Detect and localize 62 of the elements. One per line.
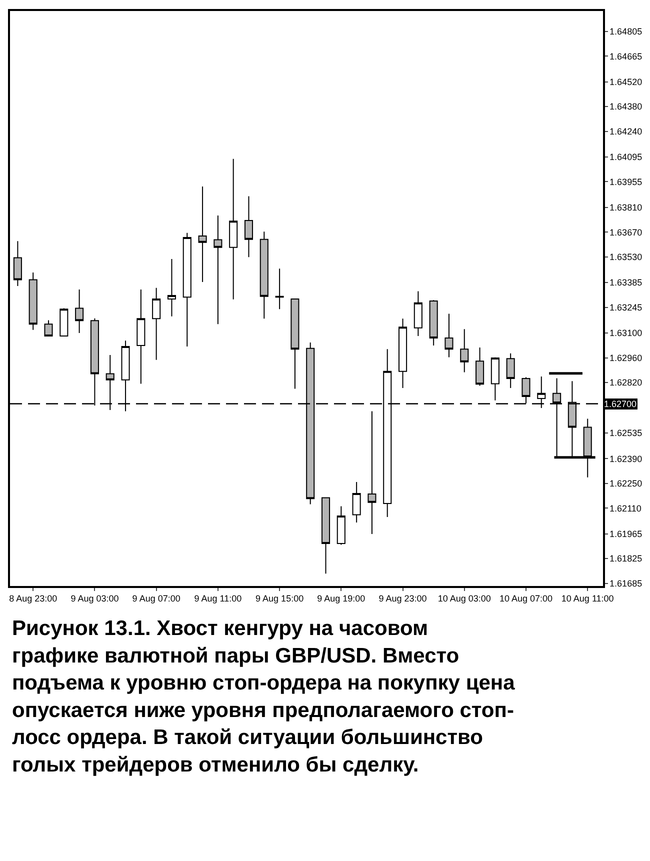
- y-tick-label: 1.64095: [610, 152, 642, 162]
- x-tick-label: 9 Aug 07:00: [132, 594, 180, 604]
- candlestick: [136, 288, 146, 384]
- y-tick-label: 1.63245: [610, 302, 642, 312]
- candlestick: [198, 186, 207, 283]
- candlestick: [229, 158, 238, 300]
- y-tick-label: 1.63955: [610, 176, 642, 187]
- ref-line-label: 1.62700: [604, 399, 637, 409]
- candlestick: [214, 215, 222, 325]
- x-tick-label: 10 Aug 11:00: [561, 594, 614, 604]
- x-tick-label: 9 Aug 19:00: [317, 594, 366, 604]
- x-tick-label: 8 Aug 23:00: [9, 594, 58, 604]
- y-tick-label: 1.64805: [610, 26, 642, 36]
- y-tick-label: 1.63385: [610, 278, 642, 288]
- candlestick: [182, 232, 192, 347]
- x-tick-label: 10 Aug 03:00: [438, 594, 491, 604]
- candlestick: [167, 258, 176, 317]
- candlestick: [60, 308, 68, 338]
- y-tick-label: 1.62535: [610, 428, 642, 438]
- candlestick: [44, 320, 53, 338]
- candlestick: [476, 347, 484, 386]
- x-tick-label: 9 Aug 11:00: [194, 594, 242, 604]
- candlestick: [152, 287, 161, 360]
- y-tick-label: 1.63670: [610, 227, 642, 238]
- candlestick: [352, 481, 361, 523]
- y-tick-label: 1.62390: [610, 454, 642, 464]
- candlestick: [368, 410, 376, 534]
- y-tick-label: 1.64240: [610, 126, 642, 136]
- candlestick: [290, 298, 300, 390]
- candlestick: [506, 352, 515, 389]
- candlestick: [75, 288, 84, 334]
- candlestick: [275, 268, 284, 310]
- y-tick-label: 1.63530: [610, 252, 642, 262]
- x-tick-label: 9 Aug 23:00: [378, 594, 427, 604]
- candlestick: [460, 328, 469, 373]
- y-tick-label: 1.64665: [610, 51, 642, 62]
- candlestick: [13, 240, 22, 286]
- y-tick-label: 1.61965: [610, 528, 642, 539]
- candlestick: [444, 313, 454, 358]
- text: Рисунок 13.1. Хвост кенгуру на часовом графике валютной пары GBP/USD. Вместо подъема к уровню стоп-ордера на покупку цена опускается ниже уровня предполагаемого стоп-лосс ордера. В такой ситуации большинство голых трейдеров отменило бы сделку.: [12, 617, 516, 776]
- candlestick: [429, 300, 438, 346]
- y-tick-label: 1.63100: [610, 328, 642, 338]
- candlestick: [336, 506, 346, 546]
- candlestick: [490, 356, 500, 401]
- y-tick-label: 1.64520: [610, 76, 642, 87]
- y-tick-label: 1.62820: [610, 378, 642, 388]
- y-tick-label: 1.62110: [610, 503, 642, 514]
- candlestick: [244, 196, 254, 258]
- candlestick: [414, 290, 422, 337]
- y-tick-label: 1.62960: [610, 352, 642, 363]
- candlestick: [260, 231, 268, 320]
- candlestick: [398, 318, 408, 389]
- x-tick-label: 9 Aug 15:00: [256, 594, 304, 604]
- y-tick-label: 1.62250: [610, 478, 642, 489]
- y-tick-label: 1.63810: [610, 202, 642, 213]
- y-tick-label: 1.61825: [610, 554, 642, 564]
- x-tick-label: 10 Aug 07:00: [499, 594, 553, 604]
- y-tick-label: 1.61685: [610, 578, 642, 588]
- candlestick: [28, 272, 38, 330]
- x-tick-label: 9 Aug 03:00: [70, 594, 119, 604]
- candlestick: [321, 497, 330, 574]
- y-tick-label: 1.64380: [610, 102, 642, 112]
